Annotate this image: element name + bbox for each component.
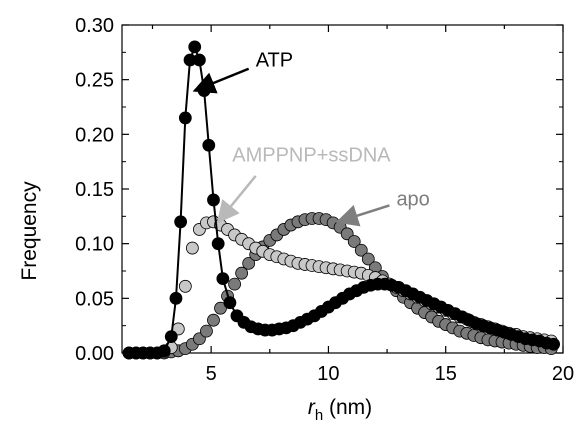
data-point-apo (228, 277, 241, 291)
data-point-amppnp-ssdna (185, 241, 199, 255)
series-layer (122, 40, 561, 360)
x-tick-label: 10 (317, 363, 339, 385)
data-point-atp (223, 296, 237, 310)
annotation-label-apo: apo (396, 188, 429, 210)
y-tick-label: 0.15 (75, 179, 114, 201)
data-point-apo (242, 256, 256, 270)
data-point-atp (211, 237, 225, 251)
data-point-apo (207, 313, 220, 327)
data-point-apo (214, 301, 227, 315)
y-tick-label: 0.25 (75, 70, 114, 92)
x-axis-label-main: r (308, 396, 316, 419)
y-tick-label: 0.10 (75, 234, 114, 256)
x-tick-label: 20 (552, 363, 574, 385)
series-atp (122, 40, 561, 360)
data-point-apo (361, 252, 375, 266)
data-point-atp (202, 138, 216, 152)
y-tick-label: 0.00 (75, 343, 114, 365)
data-point-atp (157, 344, 171, 358)
x-axis-label-unit: (nm) (323, 396, 372, 419)
y-tick-label: 0.05 (75, 288, 114, 310)
x-tick-label: 15 (435, 363, 457, 385)
annotation-arrow-atp (192, 67, 250, 94)
series-line-atp (129, 43, 554, 354)
data-point-atp (207, 193, 220, 207)
data-point-amppnp-ssdna (178, 279, 192, 293)
data-point-atp (216, 272, 230, 286)
data-point-atp (164, 330, 178, 344)
x-axis-label-sub: h (315, 407, 323, 421)
y-axis-label: Frequency (18, 181, 41, 281)
plot-area: 0.00 0.05 0.10 0.15 0.20 0.25 0.30 5 10 15 20 (75, 15, 574, 385)
data-point-atp (174, 215, 188, 229)
data-point-apo (200, 324, 213, 338)
x-tick-label: 5 (206, 363, 217, 385)
data-point-atp (169, 291, 183, 305)
data-point-atp (193, 53, 206, 67)
annotation-label-amppnp-ssdna: AMPPNP+ssDNA (232, 145, 391, 167)
data-point-atp (178, 111, 192, 125)
data-point-apo (347, 235, 361, 248)
y-tick-label: 0.30 (75, 15, 114, 37)
annotation-arrow-amppnp-ssdna (216, 175, 257, 224)
data-point-apo (354, 243, 368, 257)
y-tick-label: 0.20 (75, 124, 114, 146)
annotation-label-atp: ATP (256, 50, 293, 72)
data-point-atp (188, 40, 202, 54)
annotation-arrow-apo (335, 204, 390, 227)
data-point-atp (547, 337, 561, 351)
data-point-apo (235, 266, 249, 280)
x-axis-label: rh (nm) (308, 396, 372, 421)
